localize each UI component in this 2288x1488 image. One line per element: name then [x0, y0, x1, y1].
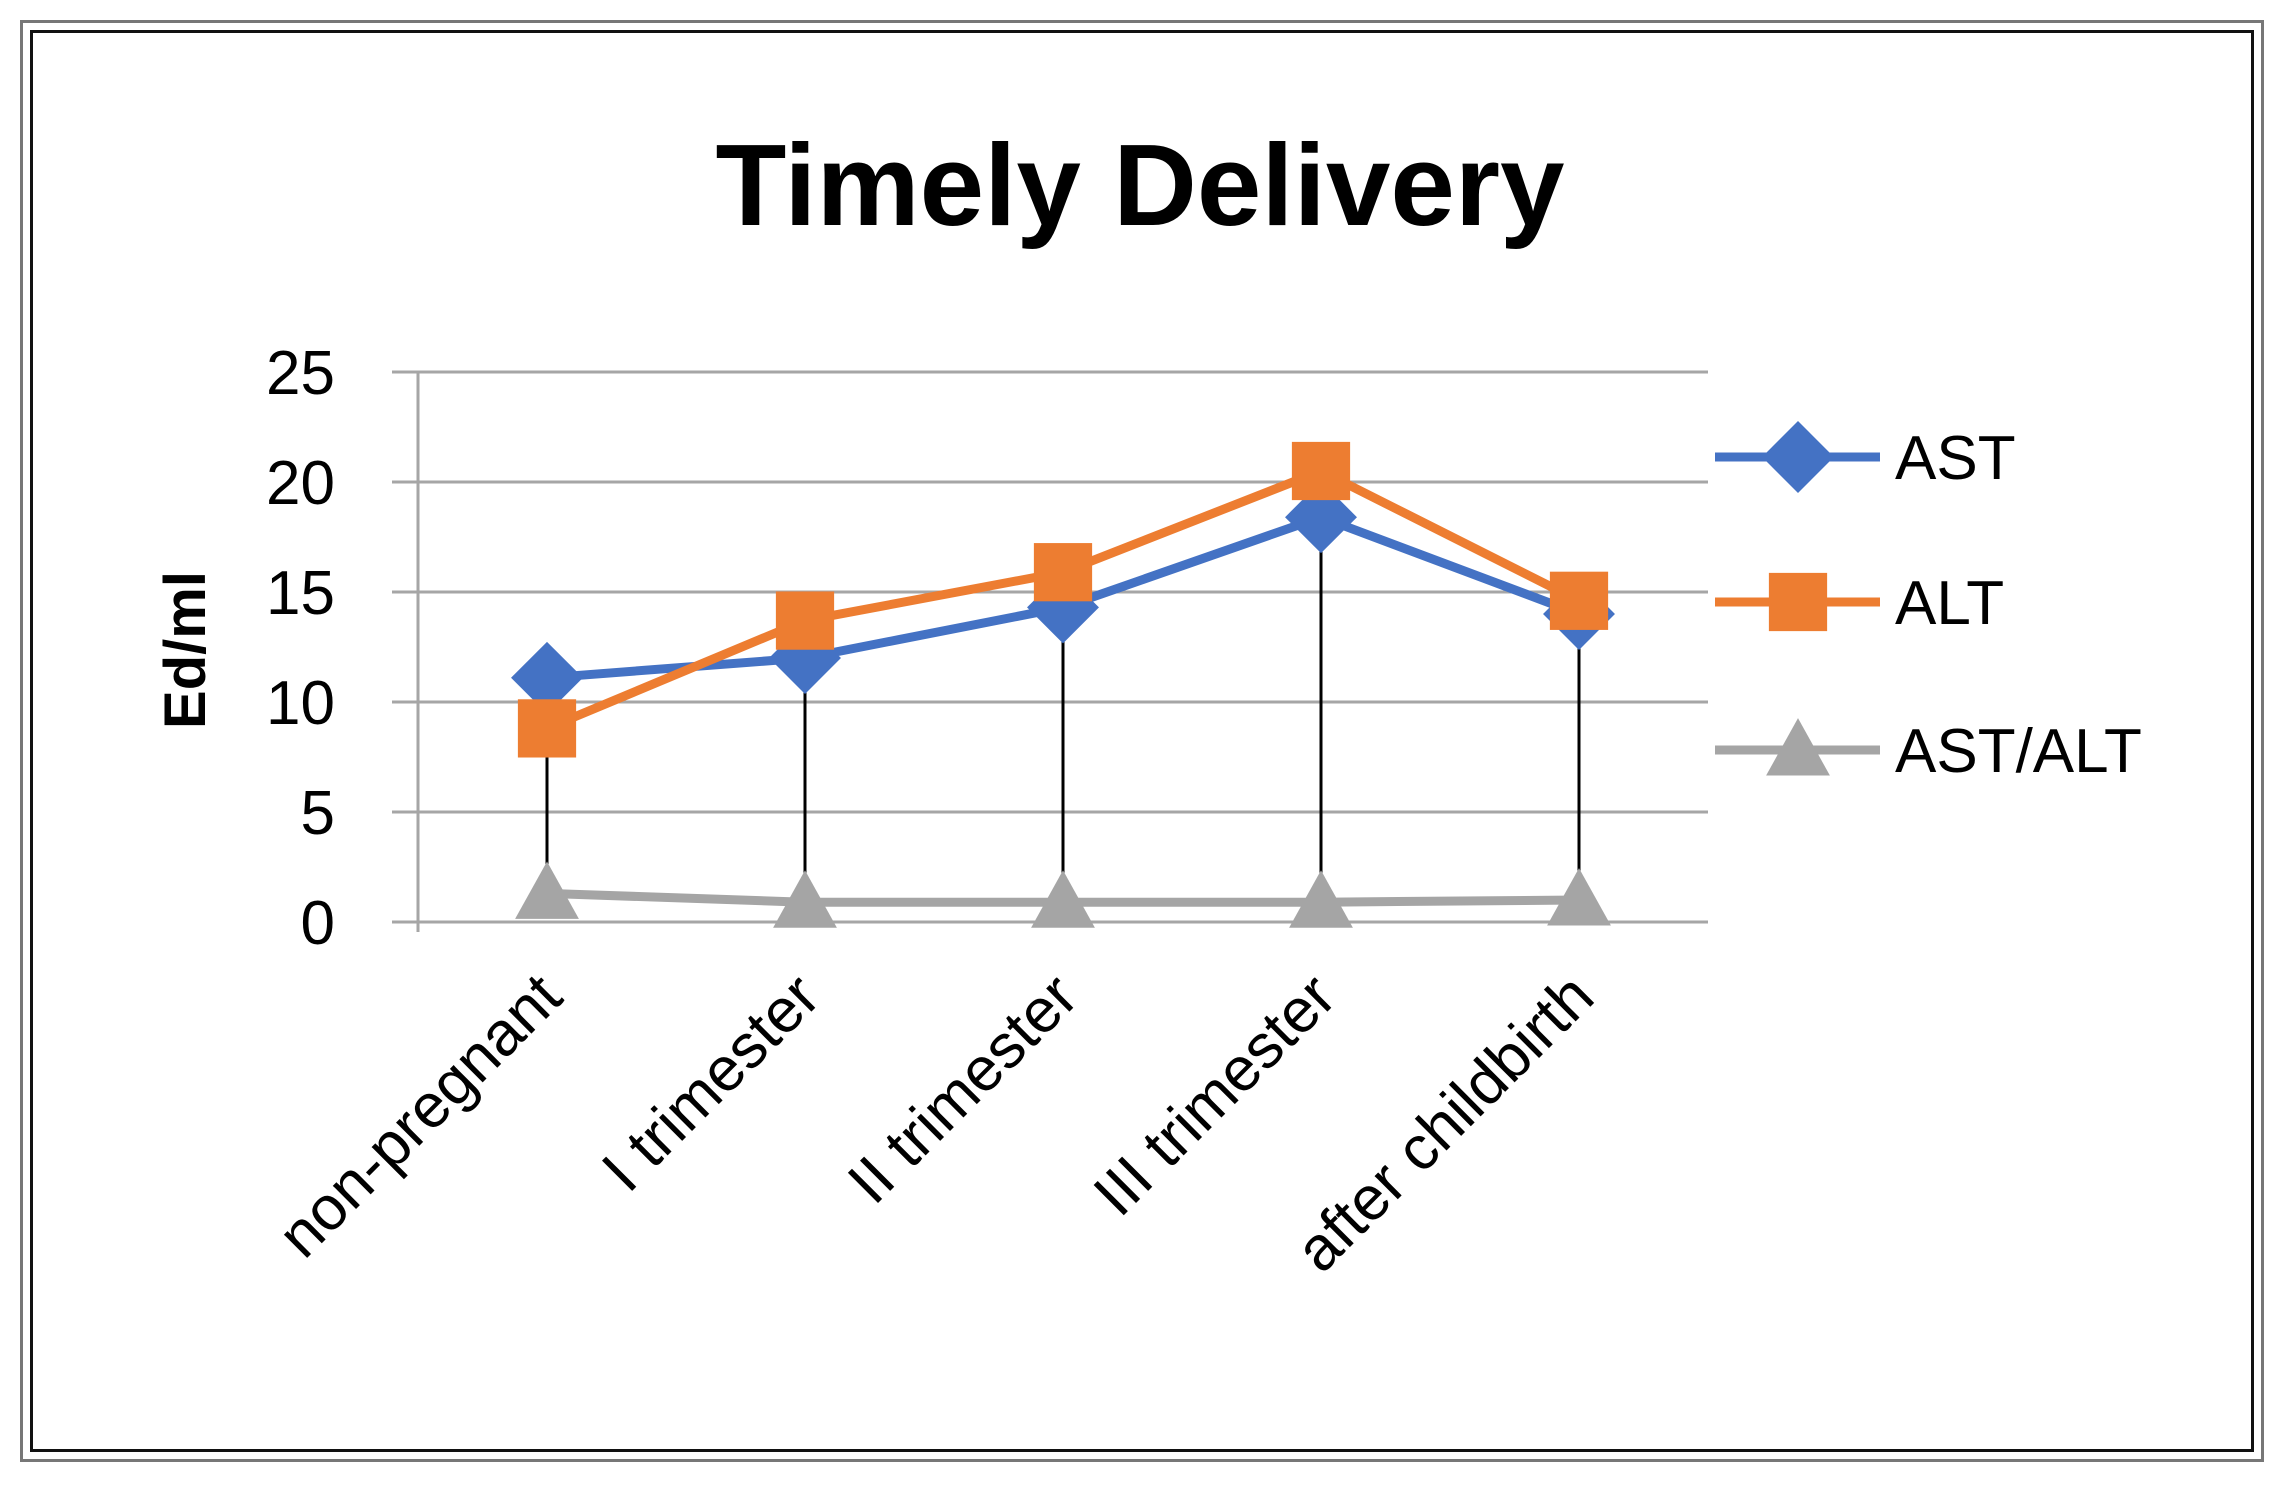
data-point: [1285, 481, 1357, 554]
drop-lines: [545, 471, 1581, 903]
data-point: [1033, 543, 1093, 602]
data-point: [1291, 441, 1351, 501]
legend-marker: [1762, 421, 1834, 493]
x-tick-label: III trimester: [1081, 961, 1349, 1229]
gridlines: [392, 370, 1708, 932]
legend-label: AST: [1895, 424, 2016, 493]
chart-inner-border: [30, 30, 2254, 1452]
data-point: [1549, 571, 1609, 630]
y-tick-label: 10: [266, 669, 335, 738]
legend: AST ALT AST/ALT: [1715, 421, 2142, 786]
data-point: [511, 641, 583, 714]
x-tick-label: non-pregnant: [265, 961, 575, 1271]
y-tick-label: 15: [266, 559, 335, 628]
y-tick-label: 25: [266, 339, 335, 408]
chart-title: Timely Delivery: [715, 120, 1564, 250]
y-tick-label: 0: [301, 889, 335, 958]
legend-label: ALT: [1895, 569, 2004, 638]
data-point: [517, 699, 577, 758]
y-axis-label: Ed/ml: [153, 571, 218, 729]
y-axis-ticks: 0 5 10 15 20 25: [266, 339, 335, 958]
legend-marker: [1766, 718, 1830, 776]
legend-marker: [1768, 572, 1828, 632]
data-point: [1031, 870, 1095, 928]
data-point: [515, 861, 579, 919]
x-tick-label: I trimester: [589, 961, 833, 1205]
chart-outer-border: [20, 20, 2264, 1462]
data-point: [775, 591, 835, 650]
data-point: [1027, 571, 1099, 644]
data-point: [773, 870, 837, 928]
y-tick-label: 5: [301, 779, 335, 848]
data-point: [1289, 870, 1353, 928]
series-group: [511, 441, 1615, 928]
x-tick-label: II trimester: [835, 961, 1091, 1217]
y-tick-label: 20: [266, 449, 335, 518]
legend-label: AST/ALT: [1895, 717, 2142, 786]
data-point: [1547, 868, 1611, 926]
